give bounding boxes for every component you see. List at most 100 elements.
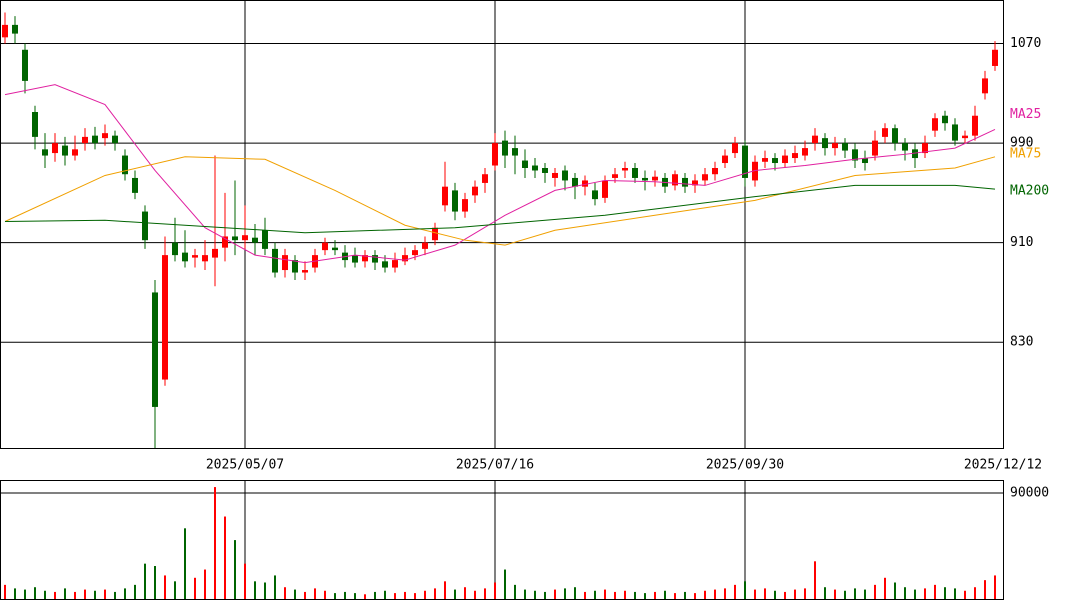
candle-body: [292, 260, 298, 273]
candle-body: [412, 250, 418, 256]
candle-body: [352, 255, 358, 263]
volume-bar: [834, 589, 836, 599]
candle-body: [272, 248, 278, 273]
volume-bar: [994, 575, 996, 599]
volume-bar: [704, 590, 706, 599]
candle-body: [952, 124, 958, 141]
volume-bar: [284, 587, 286, 599]
candle-body: [892, 128, 898, 144]
candle-body: [72, 149, 78, 156]
candle-body: [502, 140, 508, 156]
volume-bar: [804, 588, 806, 599]
volume-bar: [124, 588, 126, 599]
candle-body: [372, 255, 378, 263]
volume-bar: [424, 590, 426, 599]
volume-bar: [674, 593, 676, 599]
candle-body: [672, 174, 678, 186]
volume-bar: [274, 575, 276, 599]
candle-body: [722, 155, 728, 164]
volume-bar: [744, 581, 746, 599]
volume-bar: [414, 593, 416, 599]
candle-body: [232, 236, 238, 241]
candle-body: [742, 145, 748, 178]
volume-bar: [454, 589, 456, 599]
volume-bar: [294, 589, 296, 599]
volume-bar: [264, 582, 266, 599]
volume-bar: [754, 589, 756, 599]
candle-body: [712, 168, 718, 175]
candle-body: [942, 115, 948, 124]
volume-bar: [204, 569, 206, 599]
volume-bar: [924, 588, 926, 599]
volume-bar: [914, 589, 916, 599]
y-tick-label: 830: [1010, 335, 1033, 350]
y-tick-label: 990: [1010, 136, 1033, 151]
candle-body: [392, 260, 398, 268]
volume-bar: [4, 584, 6, 599]
volume-bar: [884, 577, 886, 599]
volume-bar: [374, 591, 376, 599]
volume-bar: [164, 575, 166, 599]
volume-bar: [154, 566, 156, 599]
volume-bar: [934, 584, 936, 599]
volume-bar: [494, 582, 496, 599]
candle-body: [932, 118, 938, 131]
candle-body: [242, 235, 248, 241]
candle-body: [552, 172, 558, 178]
candle-body: [332, 247, 338, 251]
volume-bar: [474, 590, 476, 599]
candle-body: [222, 236, 228, 248]
candle-body: [702, 174, 708, 181]
volume-bar: [694, 593, 696, 599]
candle-body: [192, 255, 198, 258]
volume-bar: [734, 584, 736, 599]
volume-bar: [184, 528, 186, 599]
volume-bar: [944, 587, 946, 599]
candle-body: [562, 170, 568, 181]
candle-body: [532, 165, 538, 171]
candle-body: [472, 186, 478, 196]
candle-body: [462, 199, 468, 212]
candle-body: [82, 136, 88, 144]
candle-body: [262, 230, 268, 249]
volume-bar: [364, 594, 366, 599]
volume-bar: [44, 590, 46, 599]
volume-bar: [714, 589, 716, 599]
candle-body: [782, 155, 788, 164]
candle-body: [282, 255, 288, 271]
volume-bar: [584, 591, 586, 599]
volume-bar: [244, 563, 246, 599]
candle-body: [882, 128, 888, 137]
volume-bar: [194, 577, 196, 599]
volume-bar: [774, 590, 776, 599]
candle-body: [752, 161, 758, 181]
volume-bar: [404, 591, 406, 599]
volume-bar: [314, 588, 316, 599]
volume-bar: [394, 593, 396, 599]
candle-body: [572, 177, 578, 187]
candle-body: [252, 237, 258, 243]
candle-body: [902, 143, 908, 151]
volume-bar: [724, 588, 726, 599]
volume-bar: [604, 589, 606, 599]
candle-body: [482, 174, 488, 183]
candle-body: [582, 180, 588, 187]
candle-body: [802, 148, 808, 156]
volume-bar: [854, 588, 856, 599]
volume-bar: [134, 584, 136, 599]
candle-body: [492, 143, 498, 166]
legend-label: MA25: [1010, 107, 1041, 122]
candle-body: [32, 112, 38, 137]
candle-body: [122, 155, 128, 175]
volume-bar: [784, 591, 786, 599]
y-tick-label: 1070: [1010, 36, 1041, 51]
candle-body: [382, 261, 388, 268]
candle-body: [872, 140, 878, 156]
volume-bar: [484, 588, 486, 599]
volume-bar: [324, 590, 326, 599]
volume-bar: [384, 590, 386, 599]
candle-body: [612, 174, 618, 178]
candle-body: [42, 149, 48, 156]
volume-bar: [904, 587, 906, 599]
volume-bar: [794, 589, 796, 599]
